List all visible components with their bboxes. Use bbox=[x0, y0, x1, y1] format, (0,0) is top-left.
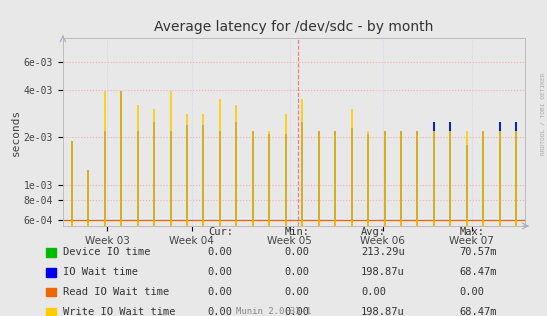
Text: 0.00: 0.00 bbox=[361, 287, 386, 297]
Text: RRDTOOL / TOBI OETIKER: RRDTOOL / TOBI OETIKER bbox=[541, 72, 546, 155]
Text: 0.00: 0.00 bbox=[208, 307, 233, 316]
Text: 68.47m: 68.47m bbox=[459, 307, 497, 316]
Text: 0.00: 0.00 bbox=[284, 307, 310, 316]
Text: Cur:: Cur: bbox=[208, 228, 233, 237]
Text: 0.00: 0.00 bbox=[208, 287, 233, 297]
Text: Min:: Min: bbox=[284, 228, 310, 237]
Text: 70.57m: 70.57m bbox=[459, 247, 497, 257]
Text: 0.00: 0.00 bbox=[284, 267, 310, 277]
Text: 0.00: 0.00 bbox=[284, 287, 310, 297]
Title: Average latency for /dev/sdc - by month: Average latency for /dev/sdc - by month bbox=[154, 20, 434, 34]
Y-axis label: seconds: seconds bbox=[11, 108, 21, 155]
Text: 0.00: 0.00 bbox=[208, 267, 233, 277]
Text: Avg:: Avg: bbox=[361, 228, 386, 237]
Text: 198.87u: 198.87u bbox=[361, 307, 405, 316]
Text: 68.47m: 68.47m bbox=[459, 267, 497, 277]
Text: 213.29u: 213.29u bbox=[361, 247, 405, 257]
Text: Max:: Max: bbox=[459, 228, 485, 237]
Text: Munin 2.0.33-1: Munin 2.0.33-1 bbox=[236, 307, 311, 316]
Text: 0.00: 0.00 bbox=[459, 287, 485, 297]
Text: Write IO Wait time: Write IO Wait time bbox=[63, 307, 176, 316]
Text: Device IO time: Device IO time bbox=[63, 247, 150, 257]
Text: IO Wait time: IO Wait time bbox=[63, 267, 138, 277]
Text: 0.00: 0.00 bbox=[208, 247, 233, 257]
Text: 0.00: 0.00 bbox=[284, 247, 310, 257]
Text: 198.87u: 198.87u bbox=[361, 267, 405, 277]
Text: Read IO Wait time: Read IO Wait time bbox=[63, 287, 169, 297]
